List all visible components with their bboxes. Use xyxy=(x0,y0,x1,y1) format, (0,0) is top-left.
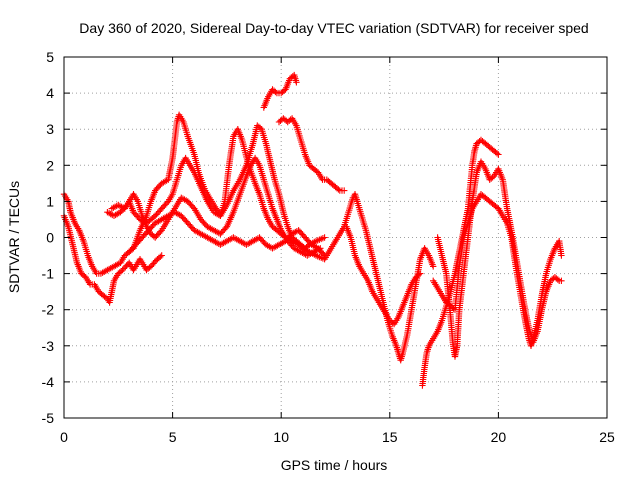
data-point xyxy=(157,253,164,260)
y-tick-label: 0 xyxy=(46,230,54,246)
data-point xyxy=(118,268,125,275)
data-point xyxy=(495,151,502,158)
data-point xyxy=(122,203,129,210)
data-point xyxy=(162,201,169,208)
data-point xyxy=(321,252,328,259)
data-point xyxy=(158,252,165,259)
y-tick-label: 2 xyxy=(46,157,54,173)
y-tick-label: -5 xyxy=(42,410,55,426)
data-point xyxy=(146,264,153,271)
x-axis-label: GPS time / hours xyxy=(281,457,388,473)
data-point xyxy=(293,79,300,86)
data-point xyxy=(415,271,422,278)
y-tick-label: -1 xyxy=(42,266,55,282)
x-tick-label: 25 xyxy=(599,429,615,445)
data-point xyxy=(282,237,289,245)
series-track-1 xyxy=(60,212,165,306)
x-tick-label: 15 xyxy=(382,429,398,445)
y-tick-label: -2 xyxy=(42,302,55,318)
data-point xyxy=(558,252,565,259)
y-tick-label: -4 xyxy=(42,374,55,390)
data-point xyxy=(120,265,128,272)
x-tick-label: 20 xyxy=(491,429,507,445)
series-track-5 xyxy=(126,209,328,259)
data-point xyxy=(554,276,561,283)
x-tick-label: 10 xyxy=(273,429,289,445)
series-track-8 xyxy=(343,223,424,328)
y-tick-label: 5 xyxy=(46,49,54,65)
y-tick-label: 4 xyxy=(46,85,54,101)
data-point xyxy=(283,236,290,243)
data-marks-layer xyxy=(60,71,565,389)
data-point xyxy=(161,202,168,209)
data-point xyxy=(558,277,565,284)
x-tick-label: 5 xyxy=(169,429,177,445)
data-point xyxy=(417,270,424,277)
ticks-layer: -5 -4 -3 -2 -1 0 1 2 3 4 5 0 5 10 15 20 25 xyxy=(42,49,615,445)
data-point xyxy=(320,250,327,258)
data-point xyxy=(493,150,501,157)
data-point xyxy=(257,124,264,132)
data-point xyxy=(272,88,279,96)
series-track-3 xyxy=(108,122,328,252)
data-point xyxy=(119,266,126,274)
x-tick-label: 0 xyxy=(60,429,68,445)
data-point xyxy=(341,187,348,194)
chart-title: Day 360 of 2020, Sidereal Day-to-day VTE… xyxy=(79,20,588,36)
series-track-11 xyxy=(434,158,565,360)
data-point xyxy=(201,220,208,227)
y-tick-label: 3 xyxy=(46,121,54,137)
series-track-7 xyxy=(275,115,348,194)
data-point xyxy=(430,263,437,270)
y-tick-label: -3 xyxy=(42,338,55,354)
data-point xyxy=(335,186,342,193)
series-track-2 xyxy=(60,111,437,364)
y-tick-label: 1 xyxy=(46,193,54,209)
series-track-6 xyxy=(260,71,300,111)
data-point xyxy=(321,234,328,241)
y-axis-label: SDTVAR / TECUs xyxy=(6,181,22,293)
